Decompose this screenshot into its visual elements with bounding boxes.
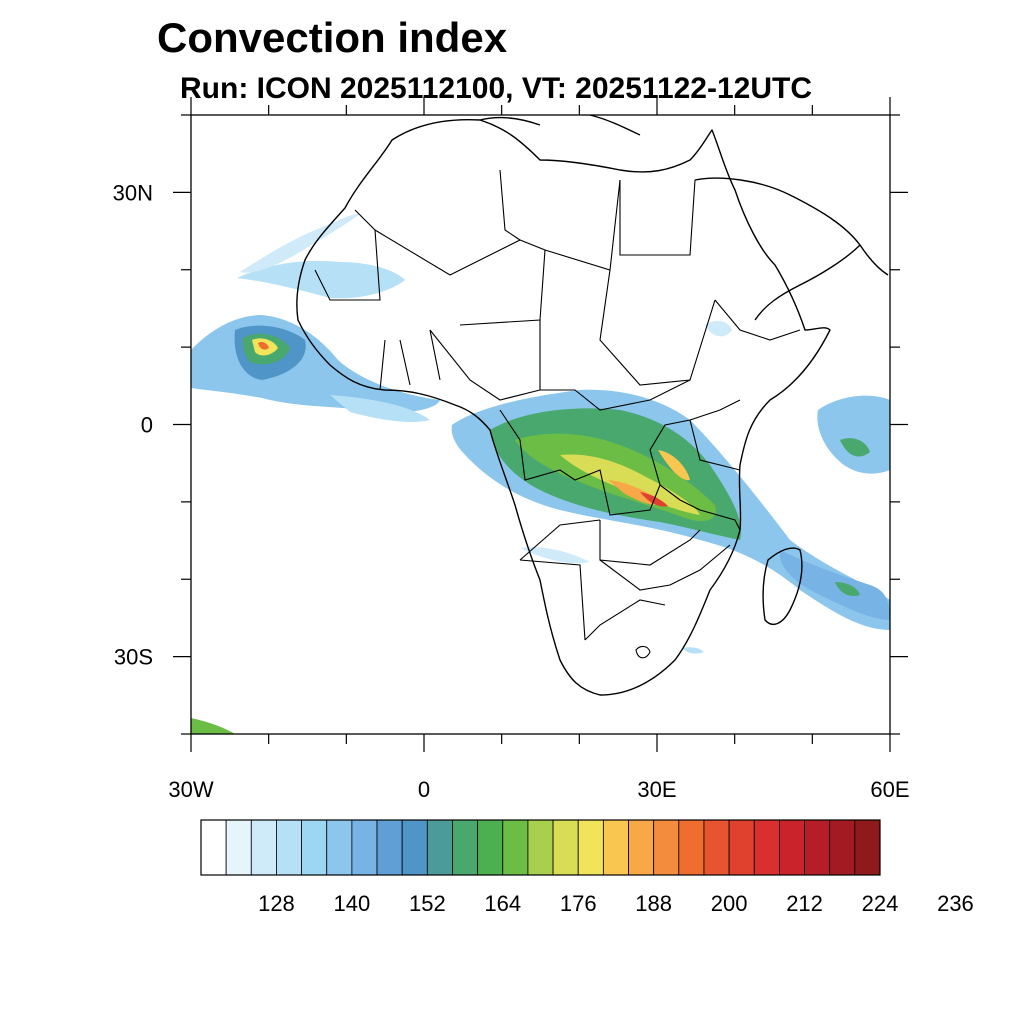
colorbar-label: 188	[635, 891, 672, 916]
border-west-africa	[379, 329, 441, 391]
colorbar-label: 212	[786, 891, 823, 916]
colorbar-swatch	[502, 819, 529, 876]
colorbar-swatch	[628, 819, 655, 876]
field-madagascar-core	[835, 582, 860, 596]
colorbar-swatch	[326, 819, 353, 876]
colorbar-labels: 128 140 152 164 176 188 200 212 224 236	[258, 891, 974, 916]
border-namibia-botswana	[519, 544, 731, 641]
chart-subtitle: Run: ICON 2025112100, VT: 20251122-12UTC	[180, 72, 813, 105]
chart-title: Convection index	[157, 14, 508, 61]
colorbar-label: 176	[560, 891, 597, 916]
colorbar-swatch	[301, 819, 328, 876]
colorbar-swatch	[804, 819, 831, 876]
field-lakes-peak	[658, 450, 690, 481]
country-borders	[314, 169, 801, 659]
arabia-coast	[694, 177, 889, 321]
x-tick-label: 30W	[168, 777, 213, 802]
field-south-scatter	[520, 547, 590, 564]
colorbar-swatch	[250, 819, 277, 876]
colorbar-swatch	[401, 819, 428, 876]
x-tick-label: 0	[418, 777, 430, 802]
colorbar-label: 224	[862, 891, 899, 916]
colorbar-label: 152	[409, 891, 446, 916]
y-axis-ticks: 30N 0 30S	[113, 114, 908, 735]
colorbar-swatch	[477, 819, 504, 876]
field-ethiopia	[705, 320, 732, 337]
y-tick-label: 30N	[113, 180, 153, 205]
colorbar-swatch	[854, 819, 881, 876]
colorbar-swatch	[602, 819, 629, 876]
colorbar-swatch	[225, 819, 252, 876]
mediterranean-coast	[479, 115, 641, 136]
field-indian-ocean	[817, 395, 890, 474]
colorbar-swatch	[376, 819, 403, 876]
x-axis-ticks: 30W 0 30E 60E	[168, 97, 910, 802]
colorbar-swatch	[200, 819, 227, 876]
border-horn	[714, 299, 801, 341]
field-sw-corner	[191, 718, 235, 734]
colorbar-swatch	[753, 819, 780, 876]
colorbar-swatch	[653, 819, 680, 876]
x-tick-label: 60E	[870, 777, 909, 802]
border-congo-drc	[499, 409, 691, 516]
colorbar-swatch	[426, 819, 453, 876]
colorbar-frame	[200, 819, 881, 876]
convection-field	[191, 213, 890, 734]
field-wa-max	[258, 341, 269, 350]
border-mauritania	[314, 209, 381, 301]
colorbar-swatch	[728, 819, 755, 876]
africa-coast	[296, 118, 831, 696]
colorbar-swatch	[452, 819, 479, 876]
border-tanzania-mozambique	[659, 484, 741, 531]
border-angola-zambia	[519, 519, 701, 566]
field-indian-ocean-core	[840, 438, 870, 457]
colorbar-label: 200	[711, 891, 748, 916]
coastlines	[296, 115, 889, 696]
field-central-core	[560, 454, 700, 515]
colorbar-swatch	[577, 819, 604, 876]
field-gulf-guinea	[330, 395, 430, 423]
colorbar-swatch	[829, 819, 856, 876]
x-tick-label: 30E	[637, 777, 676, 802]
border-lesotho	[635, 645, 651, 659]
colorbar-swatch	[779, 819, 805, 876]
border-south-africa	[584, 599, 666, 641]
border-east-africa	[689, 399, 741, 471]
field-madagascar-east	[779, 550, 890, 620]
colorbar-swatch	[276, 819, 302, 876]
border-egypt-sudan	[619, 179, 696, 256]
field-sahara-streak	[240, 213, 360, 273]
map-content	[191, 115, 890, 734]
colorbar-swatch	[351, 819, 378, 876]
madagascar-coast	[762, 547, 803, 626]
colorbar-label: 140	[334, 891, 371, 916]
colorbar-swatch	[527, 819, 554, 876]
border-nigeria	[429, 320, 541, 401]
colorbar-label: 236	[937, 891, 974, 916]
border-car	[540, 379, 691, 411]
colorbar-swatch	[703, 819, 730, 876]
colorbar-label: 164	[484, 891, 521, 916]
y-tick-label: 30S	[114, 645, 153, 670]
field-sahel-band	[237, 260, 405, 299]
colorbar-label: 128	[258, 891, 295, 916]
y-tick-label: 0	[141, 413, 153, 438]
border-chad-sudan	[599, 269, 716, 386]
colorbar-swatch	[552, 819, 579, 876]
border-mali-niger	[374, 229, 546, 326]
colorbar	[200, 819, 881, 876]
field-south-scatter2	[682, 647, 704, 654]
colorbar-swatch	[678, 819, 705, 876]
